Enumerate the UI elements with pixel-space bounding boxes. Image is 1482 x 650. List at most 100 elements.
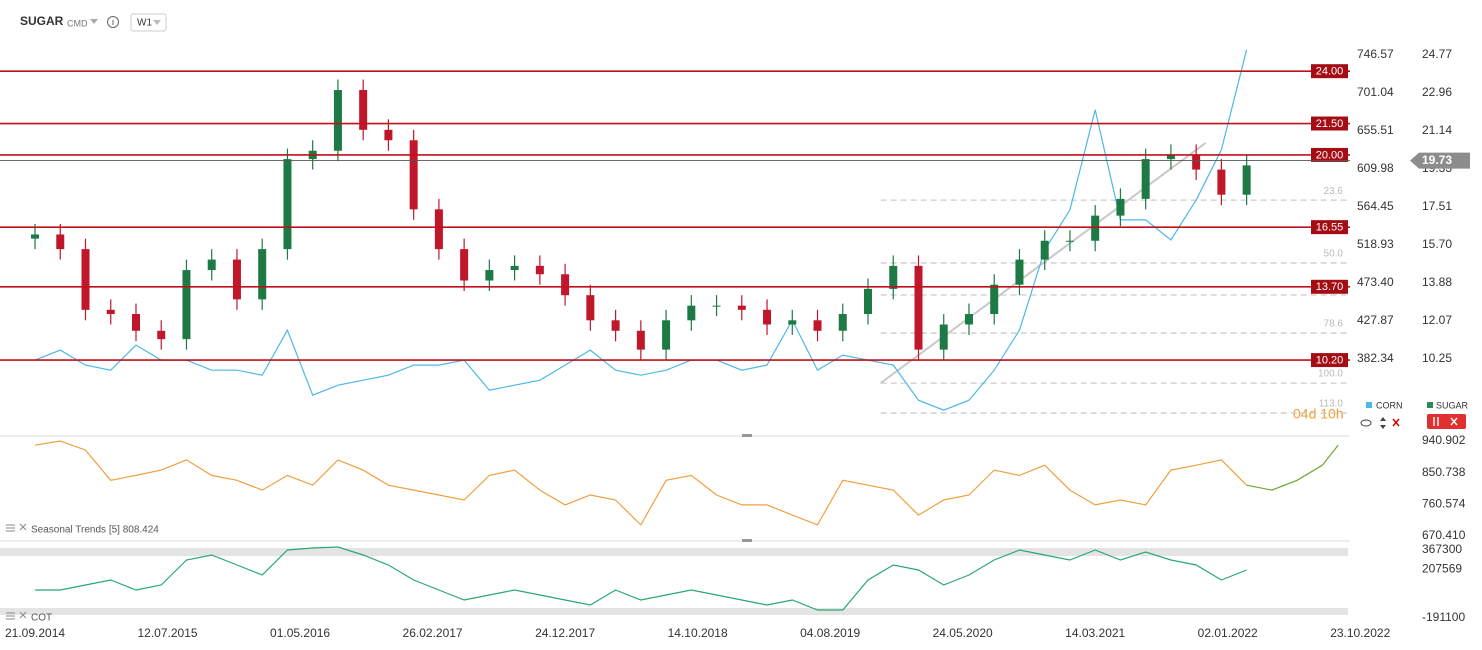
y-tick-label: 15.70 [1422,237,1452,251]
candle-body [1091,215,1100,241]
x-tick-label: 12.07.2015 [138,626,198,640]
dropdown-arrow[interactable] [90,19,98,24]
y2-tick-label: 473.40 [1357,275,1394,289]
candle-body [1116,198,1125,216]
cot-band [0,548,1348,556]
visibility-icon[interactable] [1360,419,1372,427]
countdown: 04d 10h [1293,406,1344,422]
candle-body [737,305,746,310]
y-tick-label: -191100 [1422,610,1465,624]
x-tick-label: 24.05.2020 [933,626,993,640]
resize-handle[interactable] [742,539,752,542]
series-line [35,546,1247,611]
y2-tick-label: 564.45 [1357,199,1394,213]
candle-body [283,159,292,250]
fib-label: 113.0 [1319,399,1344,410]
fib-label: 78.6 [1324,319,1344,330]
x-tick-label: 01.05.2016 [270,626,330,640]
panel-close-icon[interactable] [19,611,27,619]
panel-backgrounds [0,434,1350,615]
series-button-icons [1433,417,1458,426]
y-tick-label: 24.77 [1422,47,1452,61]
candle-body [763,309,772,325]
legend-swatch [1366,402,1372,408]
level-label: 13.70 [1316,281,1344,293]
last-price-label: 19.73 [1422,153,1452,167]
candle-body [838,314,847,331]
candle-body [813,320,822,331]
x-tick-label: 23.10.2022 [1330,626,1390,640]
y2-tick-label: 746.57 [1357,47,1394,61]
interval-box[interactable] [130,13,167,32]
market: CMD [67,18,88,28]
candle-body [258,249,267,300]
interval[interactable]: W1 [137,18,152,29]
series-button[interactable] [1427,414,1466,429]
y-tick-label: 850.738 [1422,465,1466,479]
y-tick-label: 13.88 [1422,275,1452,289]
candle-body [662,320,671,350]
candle-body [333,90,342,151]
level-tag [1311,279,1348,294]
remove-icon[interactable] [1392,418,1400,427]
candle-body [636,330,645,350]
y2-tick-label: 382.34 [1357,351,1394,365]
x-tick-label: 26.02.2017 [403,626,463,640]
series-line [1246,444,1339,491]
candle-body [1065,240,1074,242]
candle-body [687,305,696,321]
level-tag [1311,147,1348,162]
level-tag [1311,116,1348,131]
candle-body [106,309,115,315]
fib-label: 100.0 [1318,369,1343,380]
candle-body [81,249,90,310]
candle-body [1040,240,1049,260]
candle-body [510,265,519,271]
level-tag [1311,353,1348,368]
candle-body [460,249,469,281]
y2-tick-label: 701.04 [1357,85,1394,99]
candle-body [889,265,898,289]
candle-body [157,330,166,340]
resize-handle[interactable] [742,434,752,437]
candle-body [964,314,973,325]
candle-body [232,259,241,300]
y2-tick-label: 518.93 [1357,237,1394,251]
candle-body [712,305,721,307]
panel-label: COT [31,613,52,624]
y-tick-label: 940.902 [1422,433,1466,447]
level-label: 24.00 [1316,66,1344,78]
panel-label: Seasonal Trends [5] 808.424 [31,525,159,536]
panel-menu-icon[interactable] [6,612,15,620]
panel-menu-icon[interactable] [6,524,15,532]
fib-label: 23.6 [1324,186,1344,197]
candle-body [561,274,570,296]
candle-body [1192,154,1201,170]
panel-close-icon[interactable] [19,523,27,531]
candle-body [1242,165,1251,195]
candle-body [434,209,443,250]
instrument[interactable]: SUGAR [20,14,64,28]
legend-label[interactable]: SUGAR [1436,400,1469,410]
candle-body [359,90,368,130]
reorder-icon[interactable] [1380,417,1386,429]
candle-body [1166,154,1175,160]
info-icon[interactable] [107,16,119,28]
candle-body [864,288,873,315]
y-tick-label: 670.410 [1422,528,1466,542]
y-tick-label: 17.51 [1422,199,1452,213]
trendline [880,142,1207,384]
candle-body [586,295,595,321]
y-tick-label: 10.25 [1422,351,1452,365]
level-tag [1311,220,1348,235]
dropdown-arrow [153,20,161,25]
level-label: 10.20 [1316,354,1344,366]
candle-body [939,324,948,350]
y2-tick-label: 427.87 [1357,313,1394,327]
y-tick-label: 367300 [1422,542,1462,556]
candle-body [914,265,923,350]
x-tick-label: 21.09.2014 [5,626,65,640]
legend-label[interactable]: CORN [1376,400,1403,410]
y-tick-label: 21.14 [1422,123,1452,137]
